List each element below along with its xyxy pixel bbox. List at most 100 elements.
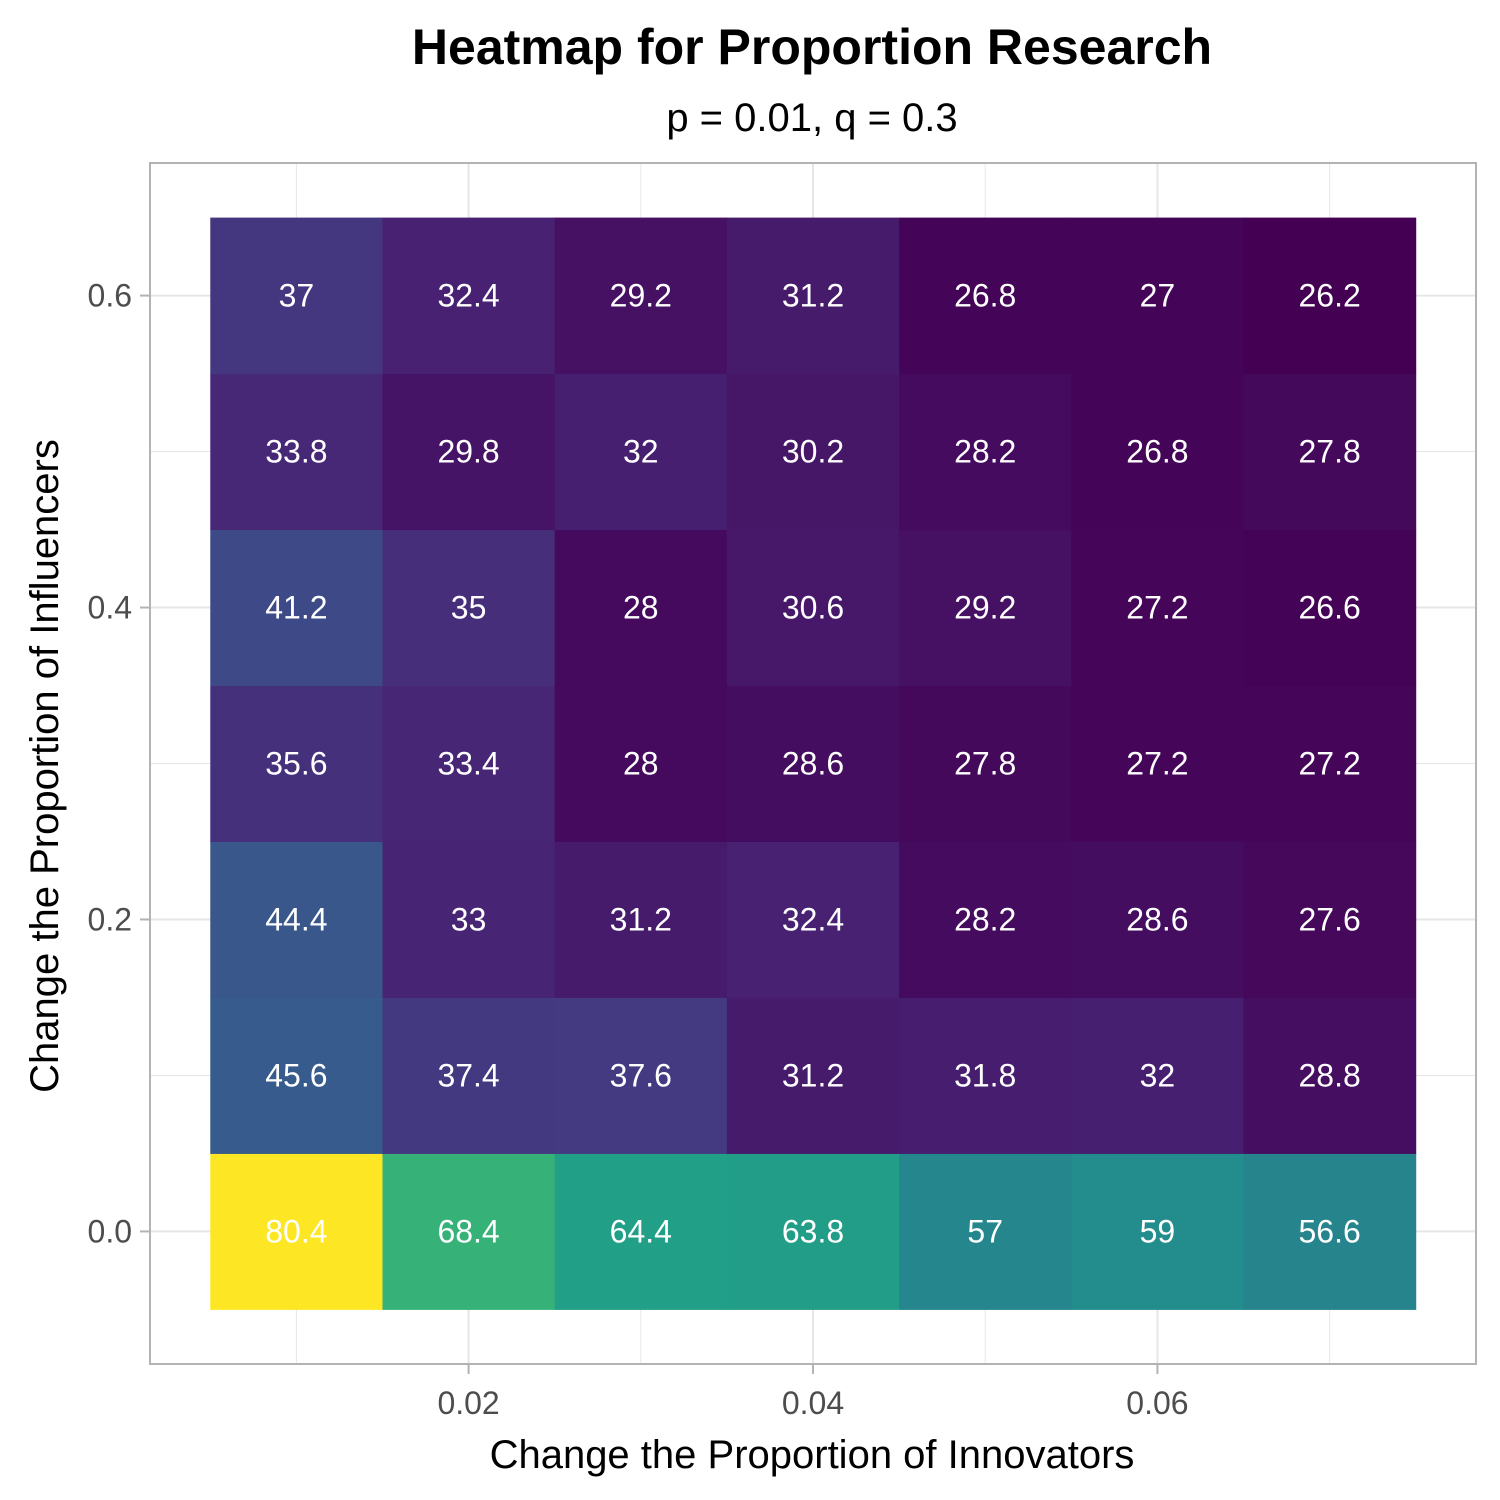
heatmap-cell	[1243, 997, 1417, 1154]
heatmap-cell	[726, 685, 900, 842]
cell-value-label: 44.4	[265, 901, 327, 937]
x-tick-label: 0.06	[1126, 1385, 1188, 1421]
cell-value-label: 28.6	[782, 746, 844, 782]
cell-value-label: 80.4	[265, 1213, 327, 1249]
heatmap-cell	[1243, 529, 1417, 687]
y-axis-title: Change the Proportion of Influencers	[23, 439, 67, 1093]
cell-value-label: 26.8	[954, 278, 1016, 314]
cell-value-label: 56.6	[1298, 1213, 1360, 1249]
cell-value-label: 30.2	[782, 434, 844, 470]
cell-value-label: 28	[623, 590, 659, 626]
cell-value-label: 27.2	[1126, 590, 1188, 626]
heatmap-cell	[899, 373, 1072, 531]
heatmap-cell	[899, 1153, 1072, 1310]
heatmap-cell	[1243, 685, 1417, 842]
heatmap-cell	[1071, 1153, 1245, 1310]
heatmap-cell	[726, 529, 900, 687]
cell-value-label: 41.2	[265, 590, 327, 626]
cell-value-label: 30.6	[782, 590, 844, 626]
y-tick-label: 0.2	[88, 901, 132, 937]
heatmap-cell	[382, 685, 556, 842]
cell-value-label: 31.2	[782, 278, 844, 314]
cell-value-label: 28.2	[954, 901, 1016, 937]
heatmap-cell	[382, 1153, 556, 1310]
cell-value-label: 64.4	[610, 1213, 672, 1249]
cell-value-label: 31.8	[954, 1057, 1016, 1093]
heatmap-cell	[899, 841, 1072, 998]
cell-value-label: 28.6	[1126, 901, 1188, 937]
cell-value-label: 28.8	[1298, 1057, 1360, 1093]
heatmap-cell	[554, 1153, 728, 1310]
chart-subtitle: p = 0.01, q = 0.3	[666, 96, 957, 140]
cell-value-label: 45.6	[265, 1057, 327, 1093]
heatmap-cell	[726, 997, 900, 1154]
x-axis-ticks: 0.02 0.04 0.06	[437, 1364, 1189, 1421]
heatmap-cell	[382, 841, 556, 998]
heatmap-cell	[382, 373, 556, 531]
heatmap-cell	[554, 373, 728, 531]
heatmap-cell	[210, 685, 383, 842]
heatmap-cell	[554, 529, 728, 687]
heatmap-cell	[899, 685, 1072, 842]
heatmap-cell	[554, 685, 728, 842]
cell-value-label: 27.6	[1298, 901, 1360, 937]
heatmap-cell	[1071, 529, 1245, 687]
cell-value-label: 68.4	[437, 1213, 499, 1249]
heatmap-cell	[1071, 841, 1245, 998]
heatmap-cell	[554, 217, 728, 375]
heatmap-cell	[899, 997, 1072, 1154]
heatmap-cell	[1243, 373, 1417, 531]
cell-value-label: 57	[967, 1213, 1003, 1249]
heatmap-cell	[1071, 217, 1245, 375]
cell-value-label: 35.6	[265, 746, 327, 782]
heatmap-cell	[210, 529, 383, 687]
cell-value-label: 27.2	[1126, 746, 1188, 782]
cell-value-label: 33	[451, 901, 487, 937]
y-tick-label: 0.0	[88, 1213, 132, 1249]
cell-value-label: 33.4	[437, 746, 499, 782]
heatmap-cell	[1243, 841, 1417, 998]
cell-value-label: 26.2	[1298, 278, 1360, 314]
cell-value-label: 37	[279, 278, 315, 314]
heatmap-cell	[1071, 997, 1245, 1154]
cell-value-label: 29.2	[954, 590, 1016, 626]
cell-value-label: 31.2	[610, 901, 672, 937]
heatmap-cell	[210, 841, 383, 998]
heatmap-cell	[382, 997, 556, 1154]
cell-value-label: 33.8	[265, 434, 327, 470]
cell-value-label: 35	[451, 590, 487, 626]
cell-value-label: 27	[1140, 278, 1176, 314]
x-tick-label: 0.02	[437, 1385, 499, 1421]
heatmap-cell	[1243, 1153, 1417, 1310]
x-tick-label: 0.04	[782, 1385, 844, 1421]
heatmap-cell	[210, 373, 383, 531]
cell-value-label: 27.8	[1298, 434, 1360, 470]
cell-value-label: 32	[623, 434, 659, 470]
heatmap-cell	[1071, 373, 1245, 531]
cell-value-label: 26.8	[1126, 434, 1188, 470]
cell-value-label: 29.8	[437, 434, 499, 470]
cell-value-label: 37.6	[610, 1057, 672, 1093]
heatmap-cell	[382, 217, 556, 375]
cell-value-label: 28.2	[954, 434, 1016, 470]
cell-value-label: 63.8	[782, 1213, 844, 1249]
heatmap-cells	[210, 217, 1417, 1310]
heatmap-cell	[210, 217, 383, 375]
cell-value-label: 28	[623, 746, 659, 782]
cell-value-label: 59	[1140, 1213, 1176, 1249]
cell-value-label: 31.2	[782, 1057, 844, 1093]
heatmap-cell	[382, 529, 556, 687]
heatmap-cell	[726, 217, 900, 375]
cell-value-label: 32.4	[437, 278, 499, 314]
heatmap-cell	[1071, 685, 1245, 842]
heatmap-cell	[554, 997, 728, 1154]
x-axis-title: Change the Proportion of Innovators	[490, 1433, 1135, 1477]
heatmap-cell	[899, 217, 1072, 375]
cell-value-label: 32.4	[782, 901, 844, 937]
y-tick-label: 0.4	[88, 590, 132, 626]
cell-value-label: 26.6	[1298, 590, 1360, 626]
cell-value-label: 29.2	[610, 278, 672, 314]
cell-value-label: 37.4	[437, 1057, 499, 1093]
y-axis-ticks: 0.0 0.2 0.4 0.6	[88, 278, 150, 1249]
